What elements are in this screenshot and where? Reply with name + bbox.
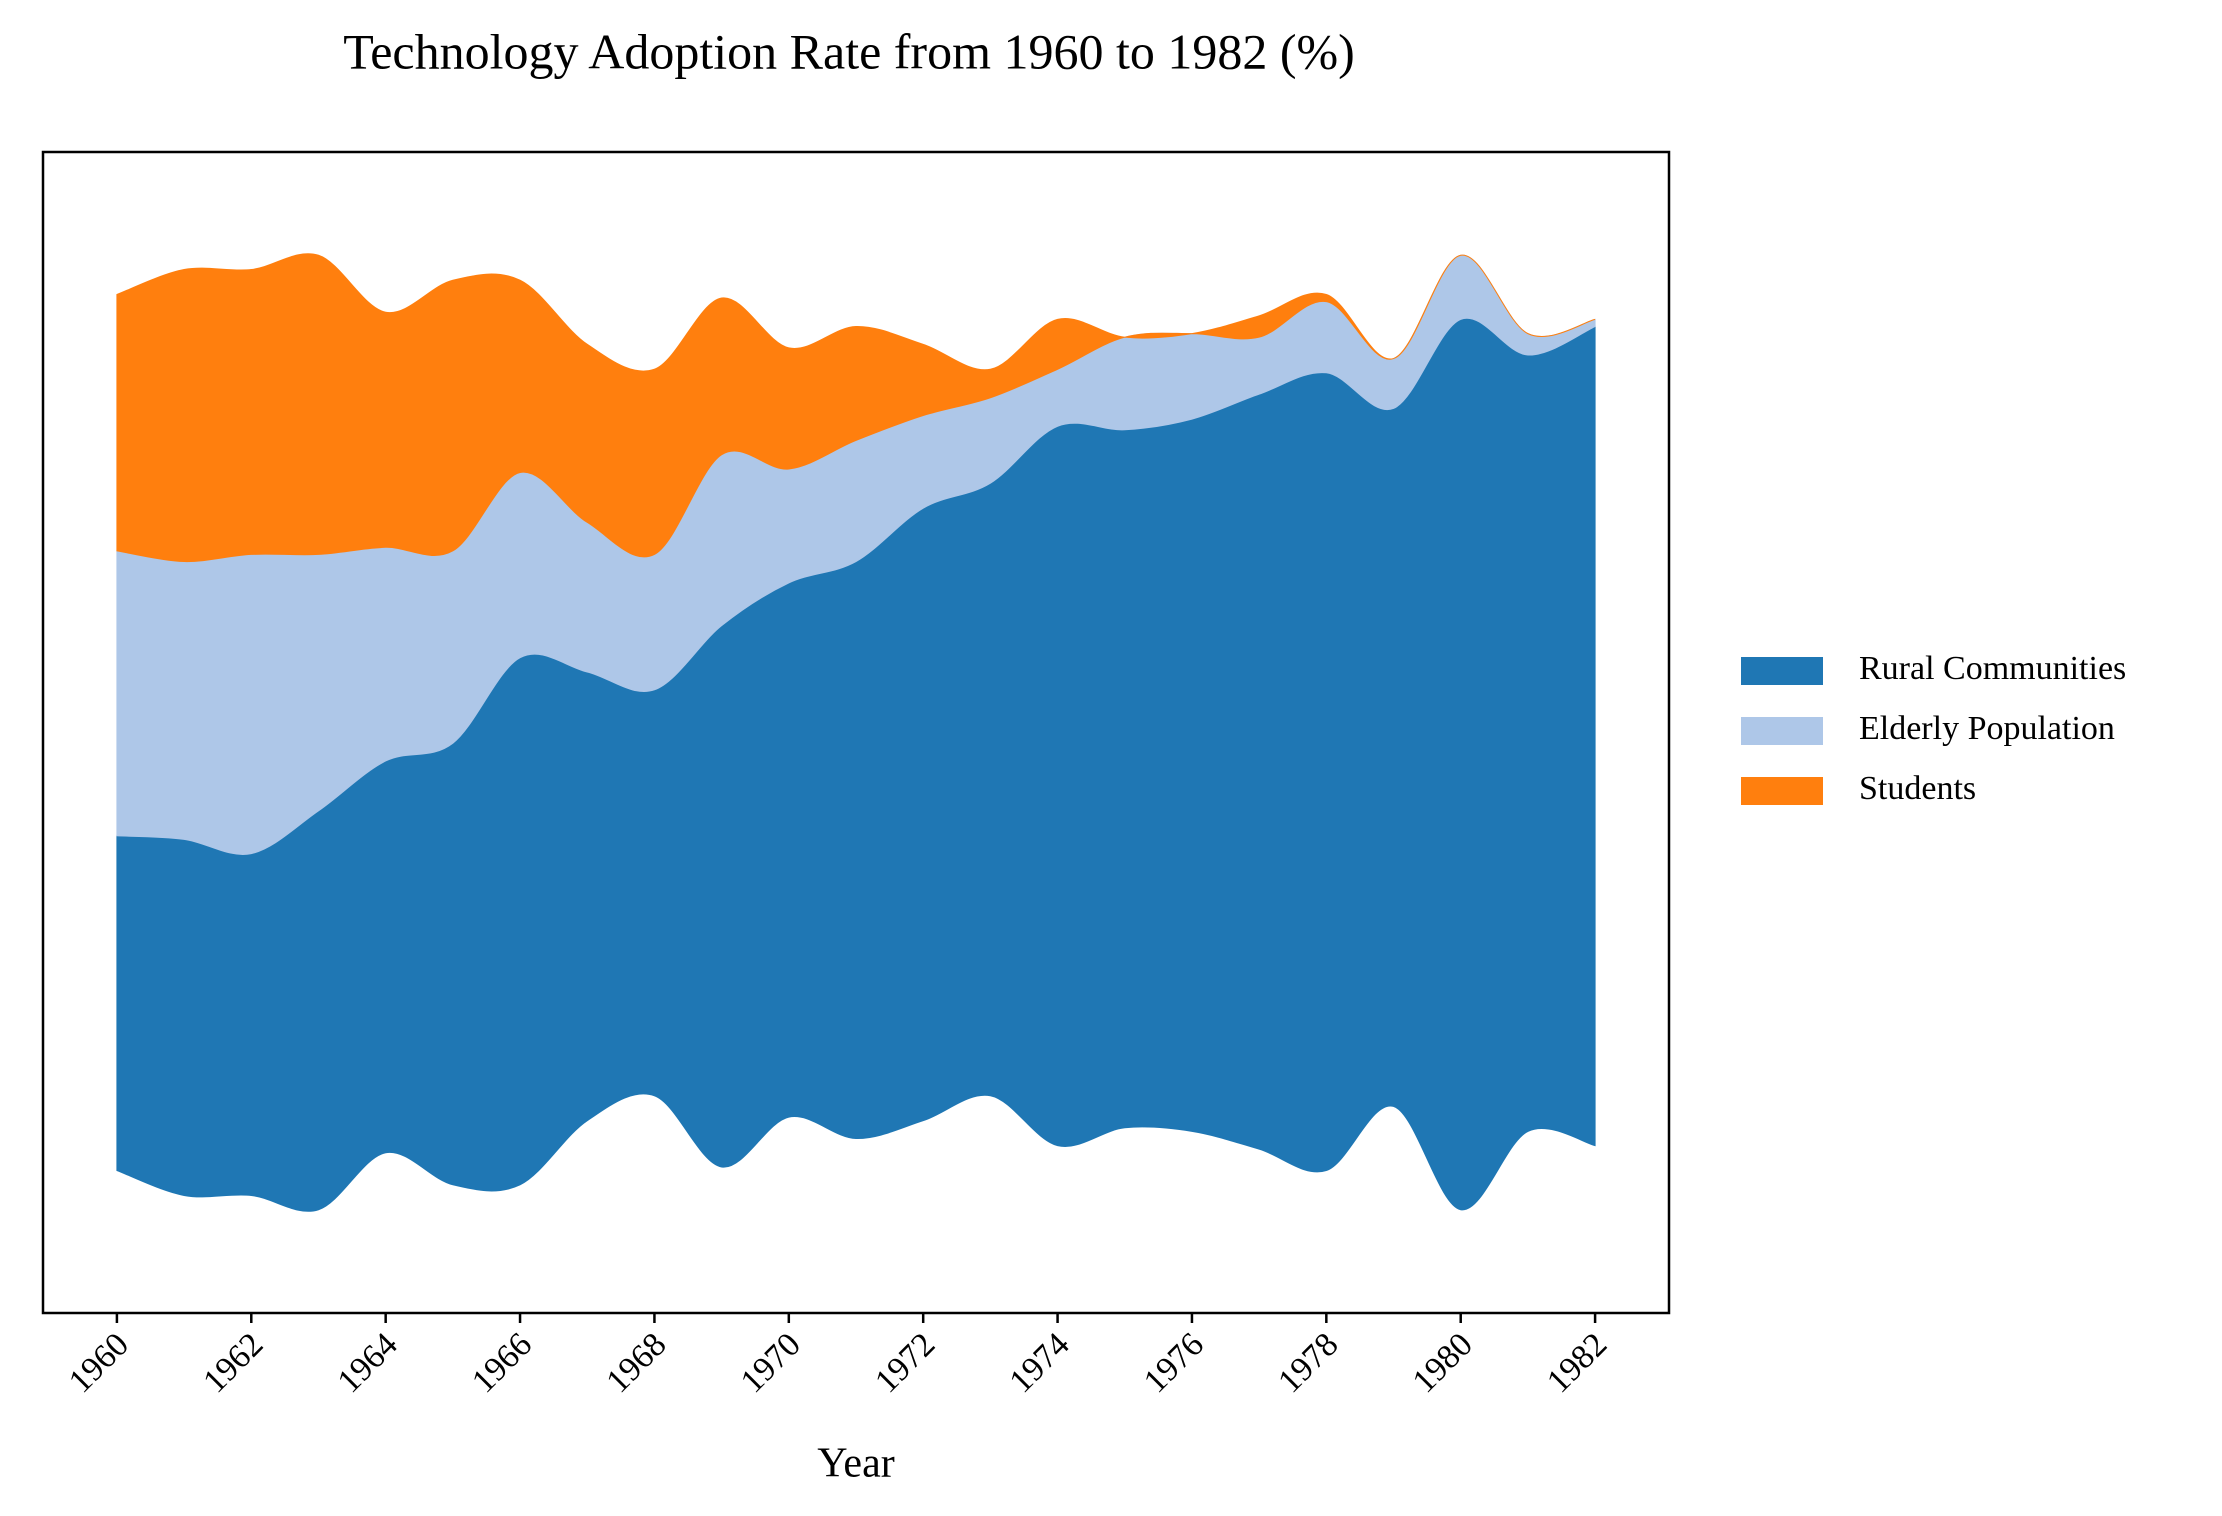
legend-label: Rural Communities	[1859, 650, 2126, 687]
legend-swatch	[1741, 717, 1823, 745]
legend-label: Elderly Population	[1859, 710, 2115, 747]
plot-area	[116, 253, 1596, 1212]
legend-swatch	[1741, 777, 1823, 805]
legend-swatch	[1741, 657, 1823, 685]
chart-title: Technology Adoption Rate from 1960 to 19…	[343, 23, 1355, 79]
axes-frame	[41, 150, 1671, 1315]
stream-layer	[116, 253, 1596, 563]
legend-label: Students	[1859, 770, 1976, 807]
legend: Rural Communities Elderly Population Stude…	[1741, 650, 2126, 807]
x-axis-label: Year	[817, 1441, 894, 1487]
